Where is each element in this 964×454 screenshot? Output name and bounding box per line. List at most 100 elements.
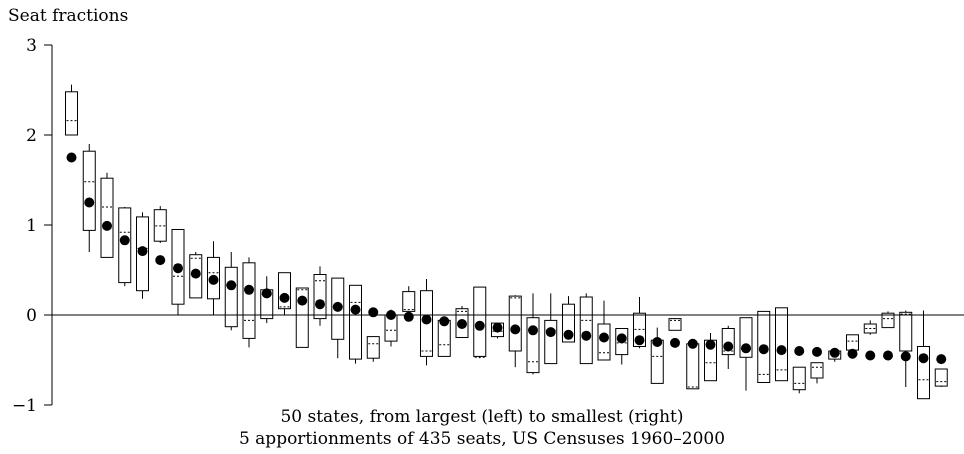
point-marker-42	[794, 346, 805, 356]
box	[615, 328, 629, 356]
box	[846, 334, 859, 351]
state-box-17	[349, 284, 362, 364]
point-marker-49	[918, 353, 929, 364]
state-box-1	[65, 84, 78, 136]
box	[207, 256, 220, 300]
state-box-15	[313, 266, 327, 326]
state-box-20	[402, 286, 416, 312]
point-marker-44	[829, 347, 840, 358]
state-box-7	[171, 229, 185, 315]
box	[136, 216, 149, 292]
state-box-36	[686, 343, 700, 390]
box	[82, 150, 96, 231]
box	[189, 254, 203, 299]
point-marker-16	[332, 301, 343, 312]
state-box-35	[668, 318, 682, 331]
y-axis: −1 0 1 2 3	[12, 36, 53, 416]
state-box-30	[579, 293, 593, 365]
box	[757, 310, 771, 383]
box	[544, 319, 558, 365]
box	[224, 266, 238, 328]
point-marker-32	[616, 333, 627, 344]
point-marker-27	[528, 325, 538, 336]
point-marker-34	[652, 337, 663, 347]
point-marker-10	[226, 280, 237, 291]
point-marker-47	[883, 350, 893, 361]
point-marker-14	[297, 295, 308, 306]
state-box-38	[721, 325, 735, 369]
point-marker-50	[936, 354, 947, 365]
y-tick-label: 3	[26, 36, 37, 56]
y-axis-title: Seat fractions	[8, 6, 129, 26]
state-box-8	[189, 252, 203, 299]
y-tick-label: 1	[26, 216, 37, 236]
box	[508, 295, 522, 352]
point-marker-1	[66, 152, 77, 163]
state-box-33	[633, 297, 646, 349]
state-box-24	[473, 286, 487, 359]
point-marker-17	[350, 304, 361, 315]
point-marker-36	[687, 338, 698, 349]
state-box-3	[100, 172, 114, 258]
point-marker-29	[563, 329, 574, 340]
state-box-18	[366, 336, 380, 362]
box	[420, 290, 433, 357]
y-tick-label: 0	[26, 306, 37, 326]
box	[899, 311, 913, 352]
point-marker-23	[457, 319, 467, 329]
point-marker-41	[776, 345, 787, 356]
y-tick-label: −1	[12, 396, 37, 416]
state-box-14	[295, 287, 309, 348]
box	[721, 328, 735, 356]
box	[278, 272, 291, 310]
point-marker-46	[865, 350, 876, 361]
state-box-16	[331, 277, 345, 359]
point-marker-39	[741, 343, 751, 354]
state-box-12	[260, 276, 274, 324]
point-marker-43	[812, 346, 822, 357]
box	[792, 366, 806, 391]
point-marker-45	[847, 348, 858, 359]
state-box-4	[118, 207, 132, 287]
state-box-6	[153, 206, 167, 243]
state-box-10	[224, 252, 238, 331]
state-box-26	[508, 295, 522, 368]
point-marker-30	[581, 330, 592, 341]
point-marker-35	[670, 337, 680, 348]
box	[313, 274, 327, 320]
point-marker-19	[386, 310, 396, 320]
box	[455, 308, 469, 339]
box	[242, 262, 256, 339]
box	[597, 323, 611, 361]
point-marker-38	[723, 341, 734, 352]
point-marker-20	[403, 311, 414, 322]
point-marker-4	[119, 235, 130, 246]
box	[171, 229, 185, 305]
y-tick-label: 2	[26, 126, 37, 146]
point-marker-31	[599, 332, 609, 343]
state-box-39	[739, 317, 753, 391]
state-box-13	[278, 272, 291, 315]
state-box-11	[242, 257, 256, 348]
point-marker-9	[208, 274, 219, 285]
point-marker-33	[634, 335, 645, 346]
point-marker-21	[421, 314, 432, 325]
state-box-27	[526, 293, 540, 375]
x-axis-caption-line-2: 5 apportionments of 435 seats, US Census…	[238, 429, 726, 449]
box	[934, 368, 948, 387]
point-marker-8	[190, 268, 201, 279]
state-box-43	[810, 362, 824, 384]
point-marker-26	[510, 324, 521, 335]
state-box-2	[82, 144, 96, 252]
point-marker-2	[84, 197, 95, 208]
box	[153, 209, 167, 242]
point-marker-5	[137, 246, 148, 257]
point-marker-22	[439, 316, 450, 327]
box	[686, 343, 700, 390]
box-series	[65, 84, 948, 400]
state-box-23	[455, 306, 469, 339]
point-marker-48	[900, 351, 911, 362]
state-box-42	[792, 366, 806, 394]
box	[331, 277, 345, 340]
